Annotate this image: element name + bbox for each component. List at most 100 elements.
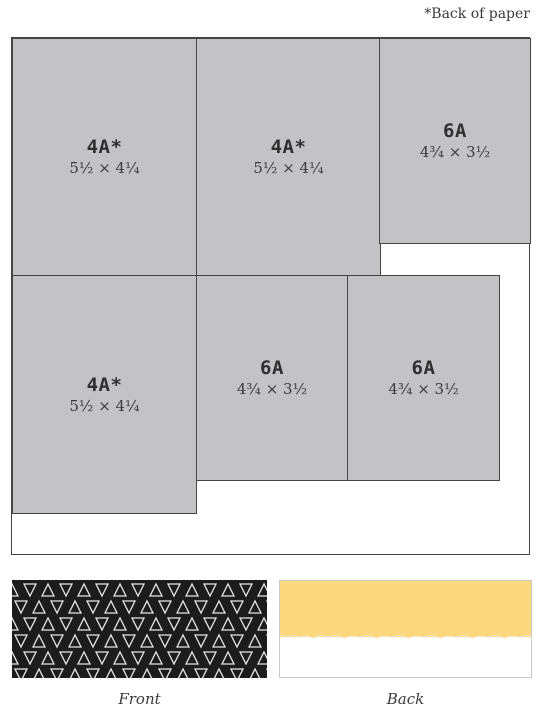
triangle-motif	[175, 633, 191, 648]
cut-piece-1: 4A* 5½ × 4¼	[12, 38, 197, 276]
triangle-motif	[229, 600, 245, 615]
triangle-motif	[238, 583, 254, 598]
triangle-motif	[58, 617, 74, 632]
piece-dimensions: 5½ × 4¼	[253, 159, 324, 177]
triangle-motif	[148, 650, 164, 665]
triangle-motif	[184, 650, 200, 665]
triangle-motif	[157, 634, 173, 649]
triangle-motif	[49, 600, 65, 615]
triangle-motif	[141, 667, 153, 678]
triangle-motif	[157, 668, 173, 678]
triangle-motif	[22, 583, 38, 598]
triangle-motif	[58, 651, 74, 666]
triangle-motif	[238, 651, 254, 666]
triangle-motif	[40, 616, 56, 631]
triangle-motif	[139, 599, 155, 614]
triangle-motif	[213, 667, 225, 678]
cut-piece-6: 6A 4¾ × 3½	[347, 275, 500, 481]
triangle-motif	[193, 600, 209, 615]
yellow-band	[280, 581, 531, 637]
triangle-motif	[220, 616, 236, 631]
piece-code: 6A	[411, 357, 436, 379]
triangle-motif	[175, 599, 191, 614]
triangle-motif	[13, 634, 29, 649]
triangle-motif	[22, 617, 38, 632]
triangle-motif	[130, 583, 146, 598]
triangle-motif	[76, 582, 92, 597]
piece-code: 6A	[443, 120, 467, 142]
triangle-motif	[94, 617, 110, 632]
triangle-motif	[112, 582, 128, 597]
triangle-motif	[112, 616, 128, 631]
triangle-motif	[13, 668, 29, 678]
triangle-motif	[58, 583, 74, 598]
triangle-motif	[121, 668, 137, 678]
triangle-motif	[202, 617, 218, 632]
torn-edge	[280, 629, 531, 639]
triangle-motif	[256, 616, 267, 631]
triangle-motif	[49, 634, 65, 649]
triangle-motif	[103, 633, 119, 648]
triangle-motif	[121, 634, 137, 649]
triangle-motif	[256, 582, 267, 597]
triangle-motif	[94, 583, 110, 598]
triangle-motif	[202, 583, 218, 598]
triangle-pattern	[12, 582, 267, 678]
cut-piece-4: 4A* 5½ × 4¼	[12, 275, 197, 514]
triangle-motif	[40, 650, 56, 665]
triangle-motif	[67, 599, 83, 614]
triangle-motif	[256, 650, 267, 665]
triangle-motif	[121, 600, 137, 615]
piece-dimensions: 4¾ × 3½	[236, 380, 308, 398]
triangle-motif	[229, 634, 245, 649]
piece-code: 4A*	[86, 136, 123, 158]
cut-piece-3: 6A 4¾ × 3½	[379, 38, 531, 244]
back-pattern-swatch	[279, 580, 532, 678]
triangle-motif	[105, 667, 117, 678]
triangle-motif	[85, 600, 101, 615]
front-caption: Front	[118, 690, 161, 708]
triangle-motif	[238, 617, 254, 632]
triangle-motif	[67, 633, 83, 648]
triangle-motif	[94, 651, 110, 666]
triangle-motif	[49, 668, 65, 678]
triangle-motif	[157, 600, 173, 615]
triangle-motif	[76, 650, 92, 665]
triangle-motif	[130, 651, 146, 666]
triangle-motif	[202, 651, 218, 666]
piece-dimensions: 5½ × 4¼	[69, 159, 140, 177]
triangle-motif	[184, 582, 200, 597]
piece-dimensions: 5½ × 4¼	[69, 396, 140, 415]
triangle-motif	[33, 667, 45, 678]
triangle-motif	[148, 582, 164, 597]
triangle-motif	[69, 667, 81, 678]
triangle-motif	[12, 582, 20, 597]
triangle-motif	[166, 651, 182, 666]
triangle-motif	[193, 634, 209, 649]
triangle-motif	[12, 616, 20, 631]
piece-code: 6A	[260, 357, 284, 379]
piece-dimensions: 4¾ × 3½	[388, 380, 459, 398]
triangle-motif	[31, 633, 47, 648]
triangle-motif	[85, 668, 101, 678]
triangle-motif	[112, 650, 128, 665]
cut-piece-2: 4A* 5½ × 4¼	[196, 38, 381, 276]
triangle-motif	[247, 633, 263, 648]
piece-code: 4A*	[270, 136, 307, 158]
triangle-motif	[193, 668, 209, 678]
piece-dimensions: 4¾ × 3½	[419, 143, 491, 161]
triangle-motif	[220, 650, 236, 665]
back-caption: Back	[386, 690, 425, 708]
triangle-motif	[177, 667, 189, 678]
triangle-motif	[13, 600, 29, 615]
triangle-motif	[220, 582, 236, 597]
triangle-motif	[211, 633, 227, 648]
triangle-motif	[31, 599, 47, 614]
triangle-motif	[148, 616, 164, 631]
paper-sheet: 4A* 5½ × 4¼ 4A* 5½ × 4¼ 6A 4¾ × 3½ 4A* 5…	[11, 37, 531, 555]
triangle-motif	[211, 599, 227, 614]
triangle-motif	[22, 651, 38, 666]
triangle-motif	[249, 667, 261, 678]
triangle-motif	[184, 616, 200, 631]
triangle-motif	[166, 617, 182, 632]
